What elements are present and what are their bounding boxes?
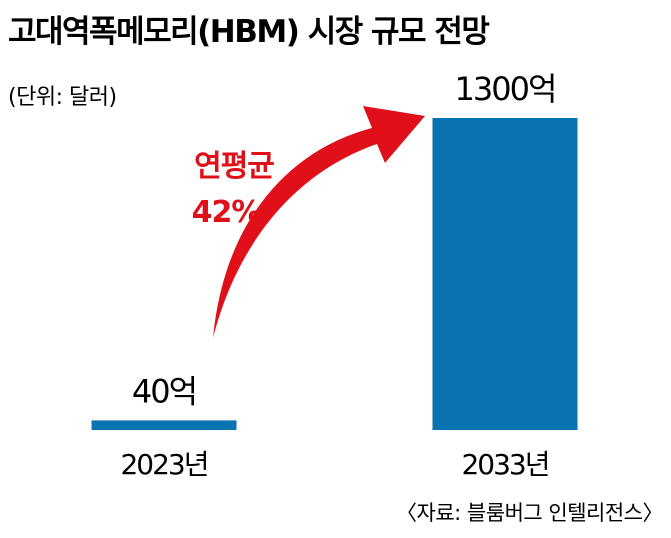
- growth-arrow-icon: [213, 106, 425, 338]
- bar-0: [91, 420, 237, 430]
- cagr-label-value: 42%: [192, 195, 262, 230]
- chart-title: 고대역폭메모리(HBM) 시장 규모 전망: [8, 14, 489, 50]
- category-label-1: 2033년: [461, 448, 548, 481]
- unit-label: (단위: 달러): [8, 85, 117, 110]
- value-label-0: 40억: [132, 372, 196, 410]
- value-label-1: 1300억: [455, 70, 556, 108]
- bar-1: [432, 118, 578, 430]
- bar-series: 40억 2023년 1300억 2033년: [91, 70, 578, 481]
- source-note: 〈자료: 블룸버그 인텔리전스〉: [396, 501, 663, 525]
- cagr-label-title: 연평균: [194, 149, 274, 184]
- category-label-0: 2023년: [120, 448, 207, 481]
